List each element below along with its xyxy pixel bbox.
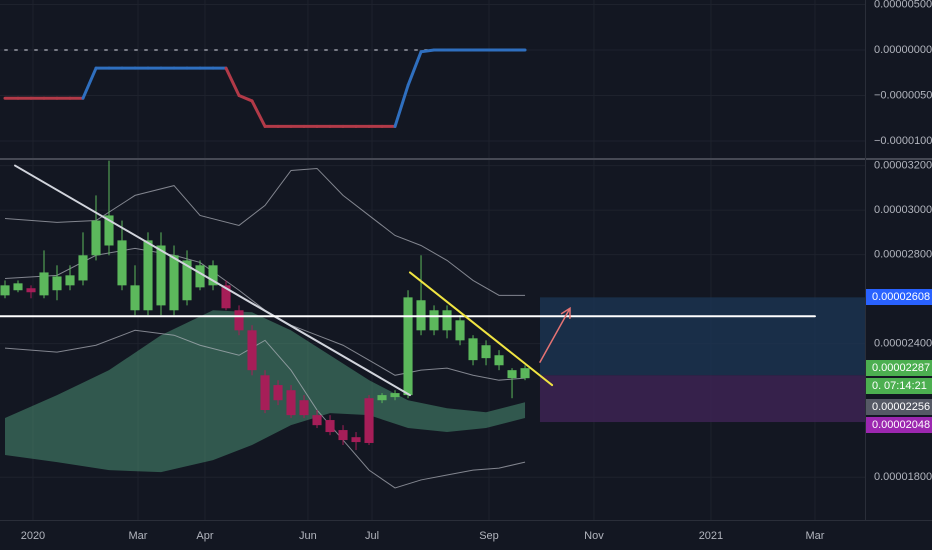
candle-body — [208, 265, 218, 286]
indicator-segment — [419, 48, 436, 54]
candle-body — [65, 275, 75, 286]
indicator-segment — [250, 99, 267, 128]
candle-body — [520, 368, 530, 379]
axes: 2020 Mar Apr Jun Jul Sep Nov 2021 Mar 0.00000500 0… — [21, 0, 932, 542]
candle-body — [247, 330, 257, 371]
candle-body — [91, 220, 101, 256]
candle-body — [26, 288, 36, 293]
price-label: 07:14:21 — [884, 380, 927, 392]
band-line — [4, 329, 526, 489]
candle-body — [325, 420, 335, 433]
candle-body — [416, 300, 426, 331]
x-tick-label: 2020 — [21, 530, 45, 542]
y-tick-label: 0.00000000 — [874, 44, 932, 56]
candle-body — [286, 390, 296, 416]
x-tick-label: Mar — [805, 530, 824, 542]
indicator-segment — [406, 50, 423, 87]
indicator-segment — [237, 93, 254, 103]
candle-body — [494, 355, 504, 366]
candle-body — [143, 240, 153, 311]
price-label-box — [866, 360, 932, 376]
candle-body — [481, 345, 491, 359]
x-tick-label: 2021 — [699, 530, 723, 542]
x-tick-label: Nov — [584, 530, 604, 542]
candle-body — [338, 430, 348, 441]
candle-body — [156, 245, 166, 306]
drawings — [0, 48, 816, 397]
candle-body — [390, 393, 400, 398]
x-tick-label: Jun — [299, 530, 317, 542]
x-tick-label: Mar — [129, 530, 148, 542]
y-tick-label: 0.00001800 — [874, 471, 932, 483]
candle-body — [130, 285, 140, 311]
price-label-box — [866, 417, 932, 433]
candle-body — [52, 276, 62, 291]
y-tick-label: 0.00002400 — [874, 338, 932, 350]
y-tick-label: 0.00002800 — [874, 249, 932, 261]
arrow — [539, 306, 571, 363]
candle-body — [455, 320, 465, 341]
candle-body — [429, 310, 439, 331]
price-label: 0.00002048 — [872, 419, 930, 431]
price-label: 0.00002608 — [872, 291, 930, 303]
band-line — [4, 247, 526, 381]
candle-body — [78, 255, 88, 281]
indicator-segment — [81, 66, 98, 100]
price-label: 0.00002287 — [872, 362, 930, 374]
y-tick-label: −0.00000500 — [874, 89, 932, 101]
trend-line — [408, 271, 554, 387]
candles — [0, 160, 530, 451]
x-tick-label: Sep — [479, 530, 499, 542]
price-label-box — [866, 289, 932, 305]
candle-body — [468, 338, 478, 361]
price-label: 0.00002256 — [872, 401, 930, 413]
candle-body — [273, 385, 283, 401]
y-tick-label: 0.00000500 — [874, 0, 932, 10]
candle-body — [377, 395, 387, 401]
price-label-box — [866, 399, 932, 415]
candle-body — [117, 240, 127, 286]
candle-body — [507, 370, 517, 379]
y-tick-label: 0.00003000 — [874, 204, 932, 216]
candle-body — [234, 310, 244, 331]
candle-body — [0, 285, 10, 296]
band-line — [4, 167, 526, 296]
candle-body — [403, 297, 413, 396]
candle-body — [104, 215, 114, 246]
candle-body — [39, 272, 49, 296]
trend-line — [14, 164, 411, 397]
candle-body — [312, 415, 322, 426]
price-label-prefix: 0. — [872, 380, 881, 392]
candle-body — [221, 285, 231, 309]
x-tick-label: Apr — [196, 530, 213, 542]
candle-body — [260, 375, 270, 411]
target-zone — [539, 297, 865, 376]
candle-body — [442, 310, 452, 331]
y-tick-label: 0.00003200 — [874, 159, 932, 171]
candle-body — [195, 265, 205, 288]
candle-body — [299, 400, 309, 416]
price-label-box — [866, 378, 932, 394]
candle-body — [13, 283, 23, 291]
x-tick-label: Jul — [365, 530, 379, 542]
candle-body — [182, 260, 192, 301]
candle-body — [351, 437, 361, 443]
indicator-segment — [393, 83, 410, 128]
candle-body — [364, 398, 374, 443]
stop-zone — [539, 375, 865, 423]
candle-body — [169, 255, 179, 311]
indicator-segment — [224, 66, 241, 97]
